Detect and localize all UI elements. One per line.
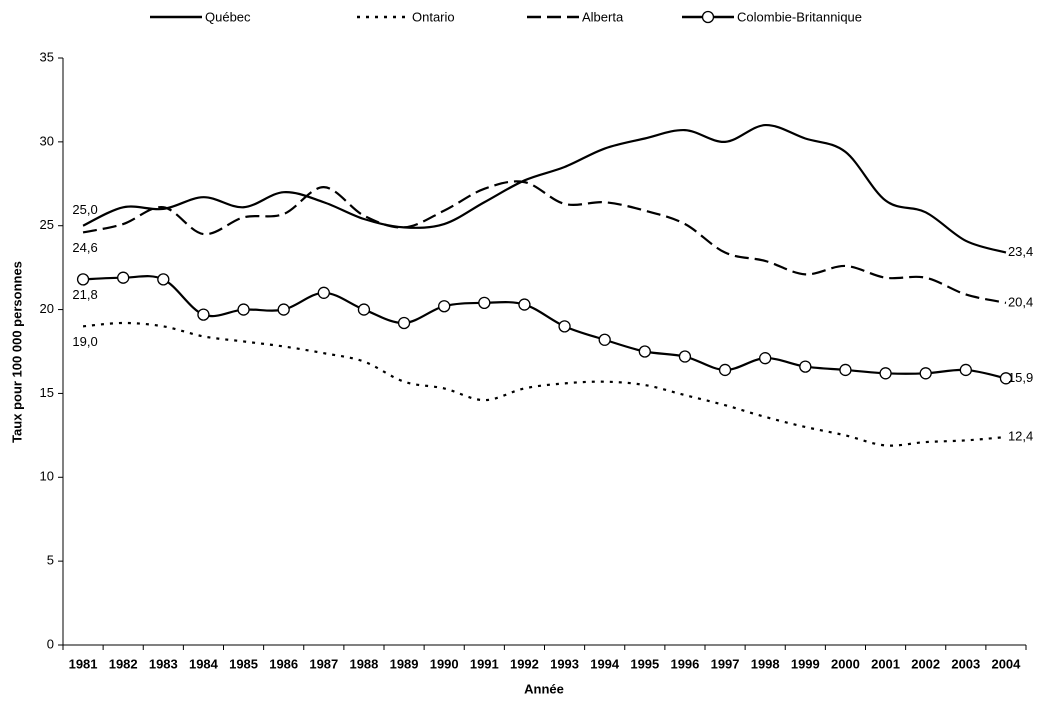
x-tick-label: 1999 <box>791 656 820 671</box>
marker <box>799 360 812 373</box>
x-tick-label: 2001 <box>871 656 900 671</box>
marker <box>919 367 932 380</box>
data-label: 12,4 <box>1008 428 1033 443</box>
marker <box>718 363 732 377</box>
data-label: 20,4 <box>1008 294 1033 309</box>
x-tick-label: 1989 <box>390 656 419 671</box>
data-label: 21,8 <box>72 287 97 302</box>
x-tick-label: 1992 <box>510 656 539 671</box>
series-line <box>83 275 1007 380</box>
x-tick-label: 1993 <box>550 656 579 671</box>
legend-label: Colombie-Britannique <box>737 9 862 24</box>
x-tick-label: 1991 <box>470 656 499 671</box>
x-tick-label: 1984 <box>189 656 219 671</box>
marker <box>76 273 90 286</box>
marker <box>558 320 571 333</box>
data-label: 23,4 <box>1008 244 1033 259</box>
marker <box>638 345 651 358</box>
series-line <box>82 123 1007 254</box>
x-tick-label: 1982 <box>109 656 138 671</box>
x-tick-label: 2002 <box>911 656 940 671</box>
marker <box>397 316 411 330</box>
x-tick-label: 1997 <box>711 656 740 671</box>
marker <box>197 308 210 321</box>
y-tick-label: 30 <box>40 133 54 148</box>
marker <box>438 300 451 313</box>
y-tick-label: 15 <box>40 385 54 400</box>
y-tick-label: 5 <box>47 553 54 568</box>
y-axis-title: Taux pour 100 000 personnes <box>9 261 24 443</box>
marker <box>959 363 972 377</box>
marker <box>518 298 531 311</box>
marker <box>277 303 290 316</box>
x-tick-label: 1994 <box>590 656 620 671</box>
data-label: 25,0 <box>72 202 97 217</box>
marker <box>357 303 371 316</box>
x-tick-label: 2000 <box>831 656 860 671</box>
x-tick-label: 1990 <box>430 656 459 671</box>
marker <box>157 273 170 286</box>
y-tick-label: 0 <box>47 636 54 651</box>
marker <box>839 363 852 377</box>
x-axis-title: Année <box>524 681 564 696</box>
legend-label: Ontario <box>412 9 455 24</box>
marker <box>237 303 250 316</box>
marker <box>598 333 611 346</box>
data-label: 15,9 <box>1008 370 1033 385</box>
data-label: 24,6 <box>72 240 97 255</box>
series-line <box>82 321 1007 447</box>
y-tick-label: 35 <box>40 49 54 64</box>
marker <box>678 350 692 363</box>
marker <box>759 352 772 365</box>
series-line <box>82 180 1007 304</box>
x-tick-label: 1987 <box>309 656 338 671</box>
x-tick-label: 2003 <box>951 656 980 671</box>
x-tick-label: 1996 <box>670 656 699 671</box>
legend-marker <box>701 10 715 24</box>
x-tick-label: 1985 <box>229 656 258 671</box>
x-tick-label: 1988 <box>349 656 378 671</box>
x-tick-label: 1986 <box>269 656 298 671</box>
y-tick-label: 10 <box>40 469 54 484</box>
marker <box>999 372 1013 385</box>
y-tick-label: 20 <box>40 301 54 316</box>
legend-label: Québec <box>205 9 251 24</box>
x-tick-label: 1981 <box>69 656 98 671</box>
y-tick-label: 25 <box>40 217 54 232</box>
marker <box>478 296 491 310</box>
marker <box>879 367 892 380</box>
x-tick-label: 1995 <box>630 656 659 671</box>
x-tick-label: 1983 <box>149 656 178 671</box>
x-tick-label: 1998 <box>751 656 780 671</box>
marker <box>317 286 330 299</box>
marker <box>117 271 130 284</box>
data-label: 19,0 <box>72 334 97 349</box>
x-tick-label: 2004 <box>991 656 1021 671</box>
legend-label: Alberta <box>582 9 624 24</box>
